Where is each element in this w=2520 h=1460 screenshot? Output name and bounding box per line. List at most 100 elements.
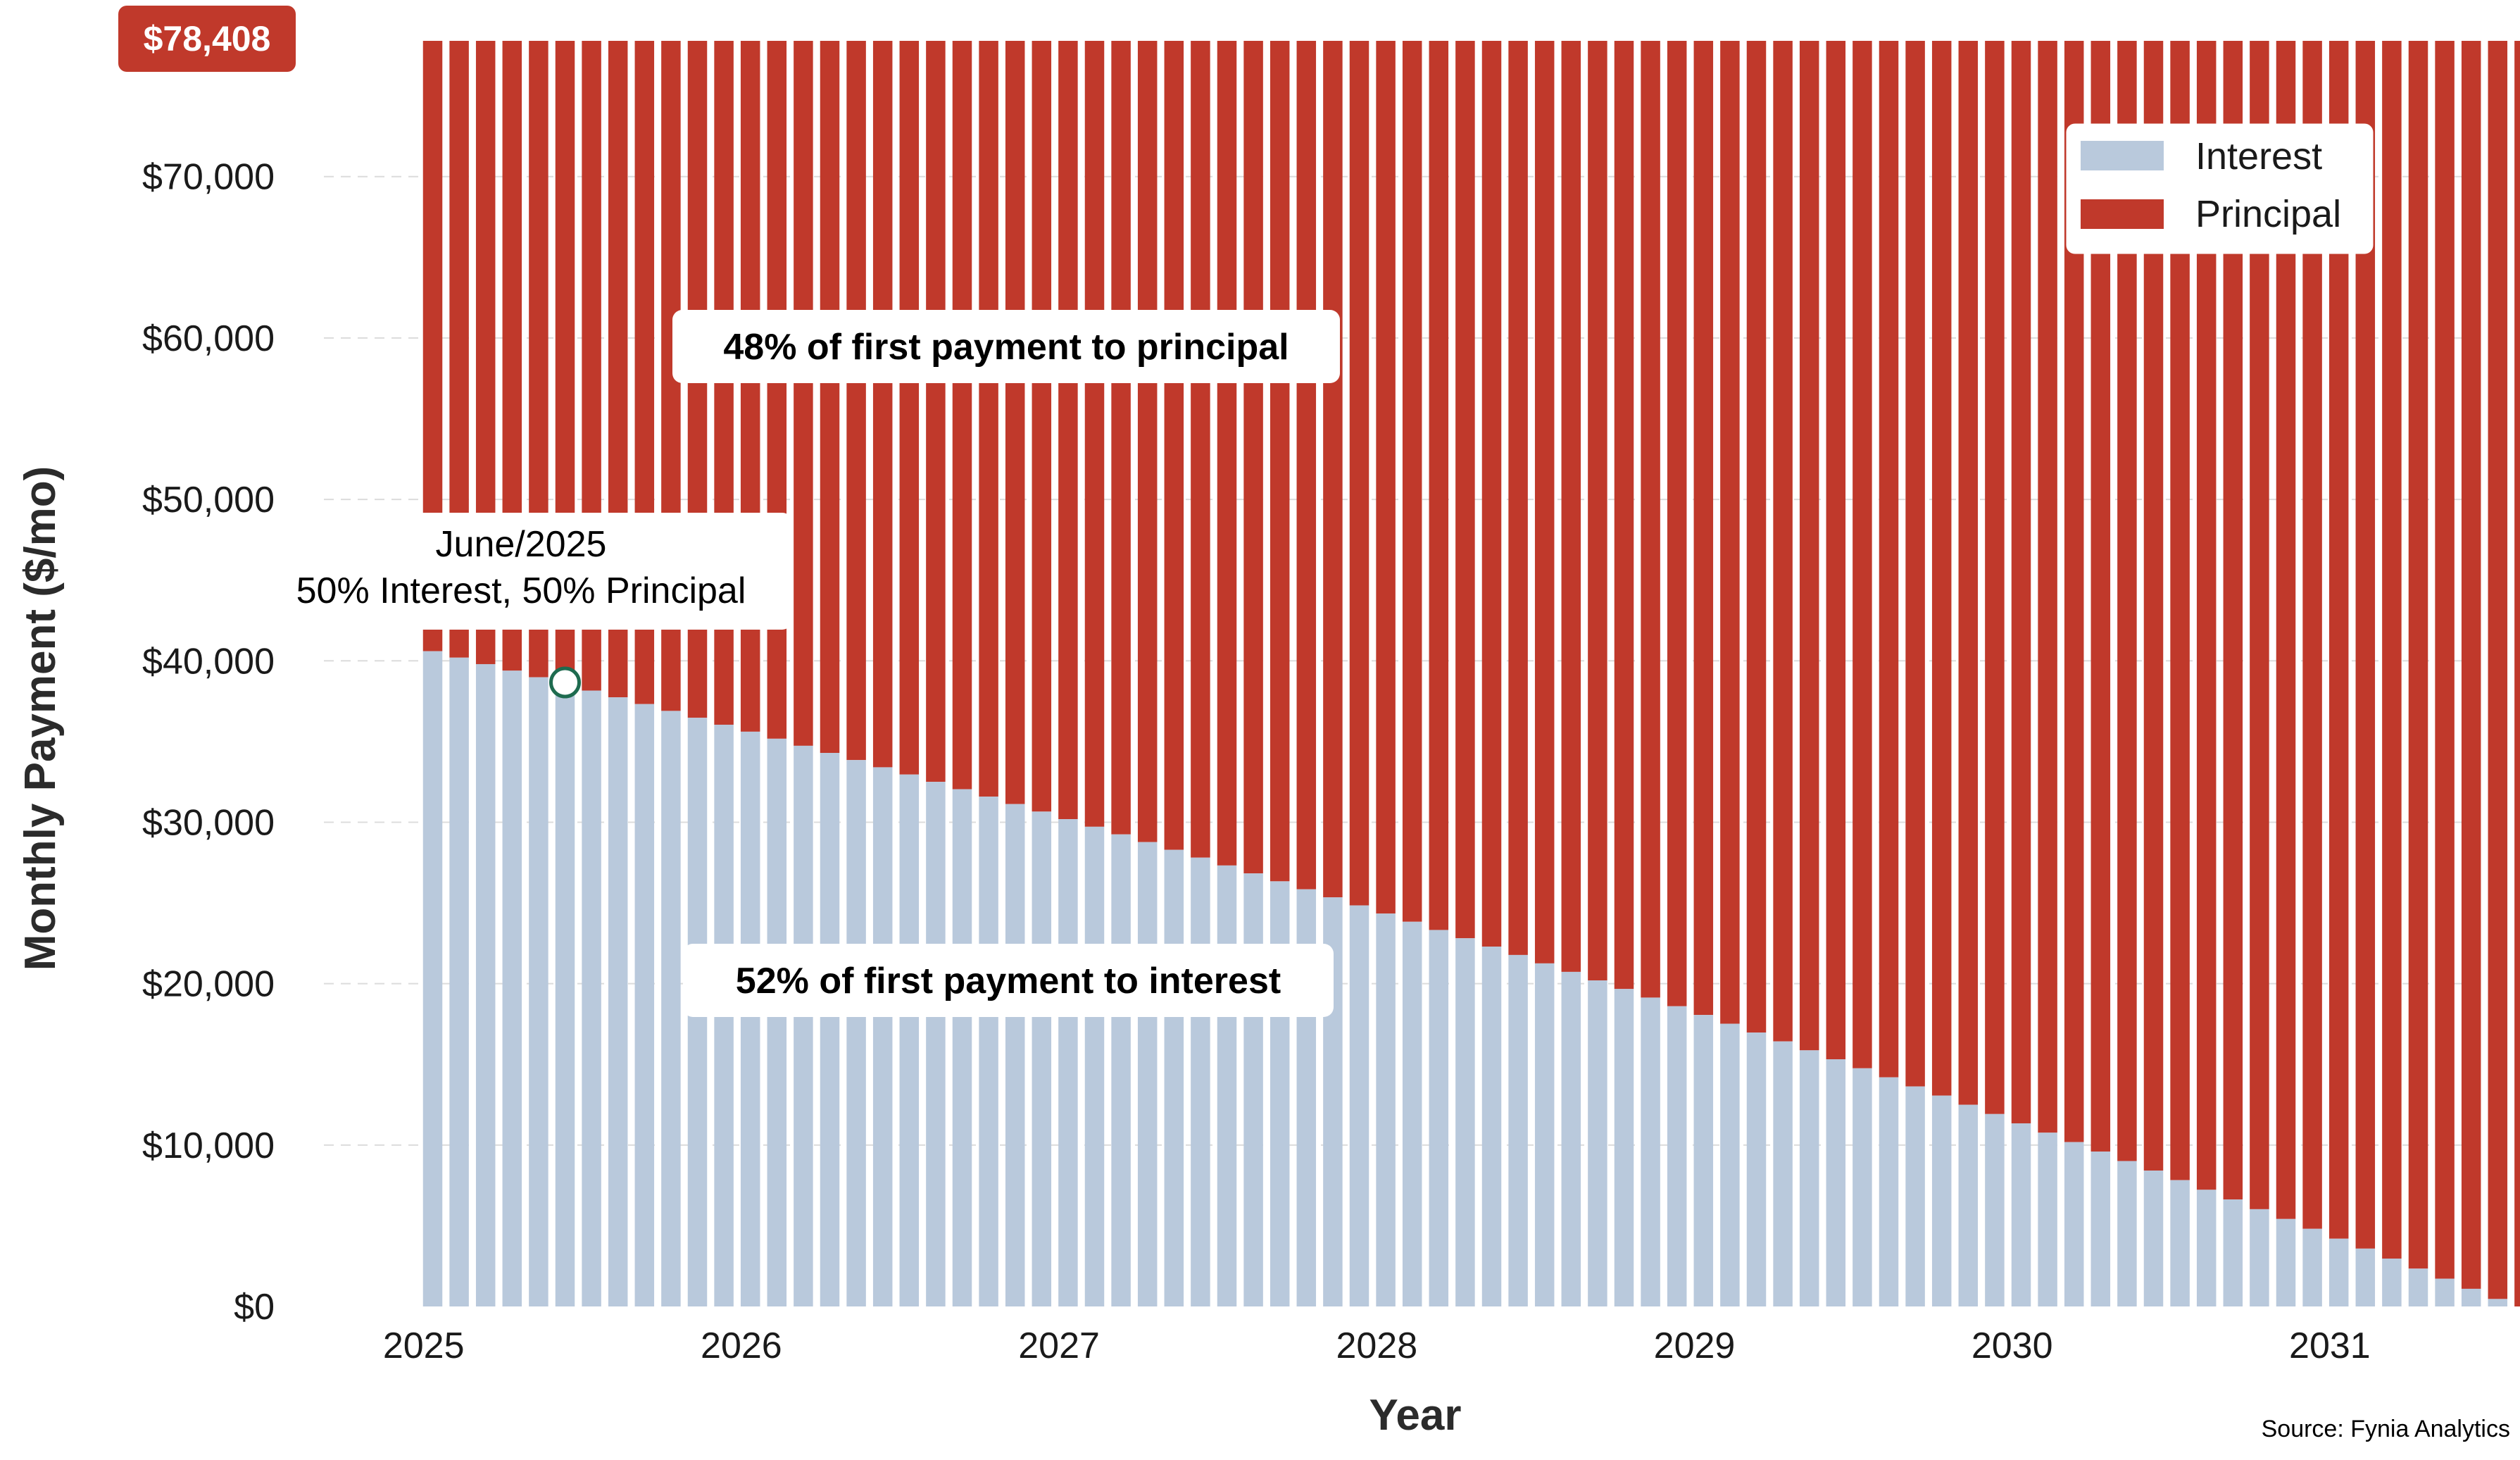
bar-principal — [1746, 41, 1767, 1033]
bar-interest — [2302, 1228, 2322, 1306]
bar-principal — [1005, 41, 1025, 804]
bar-principal — [1349, 41, 1369, 906]
legend-swatch-interest — [2081, 141, 2164, 170]
x-axis-ticks: 20252026202720282029203020312032 — [383, 1325, 2371, 1366]
bar-interest — [2223, 1199, 2243, 1306]
bar-principal — [1270, 41, 1290, 882]
bar-principal — [820, 41, 840, 754]
bar-interest — [608, 697, 628, 1306]
bar-principal — [1323, 41, 1343, 898]
bar-interest — [979, 797, 998, 1306]
bar-interest — [1217, 865, 1237, 1306]
bar-interest — [1349, 905, 1369, 1306]
bar-principal — [1508, 41, 1528, 955]
total-payment-badge: $78,408 — [118, 6, 296, 72]
bar-interest — [1376, 913, 1396, 1306]
bar-interest — [1720, 1023, 1740, 1306]
bar-principal — [1191, 41, 1210, 858]
bar-interest — [1084, 826, 1105, 1306]
legend-label-principal: Principal — [2195, 193, 2341, 235]
bar-principal — [1111, 41, 1131, 835]
bar-principal — [1905, 41, 1925, 1087]
y-tick-label: $40,000 — [142, 641, 275, 682]
bar-principal — [1164, 41, 1184, 850]
bar-interest — [2276, 1218, 2296, 1306]
crossover-marker — [549, 666, 581, 699]
bar-principal — [1137, 41, 1158, 842]
bar-interest — [1958, 1104, 1979, 1306]
bar-principal — [794, 41, 813, 746]
bar-principal — [1667, 41, 1687, 1006]
bar-principal — [1429, 41, 1449, 930]
bar-interest — [1773, 1041, 1793, 1306]
bar-interest — [1693, 1015, 1714, 1306]
bar-interest — [846, 760, 866, 1306]
bar-principal — [1641, 41, 1660, 998]
legend: Interest Principal — [2066, 123, 2374, 254]
bar-interest — [1799, 1050, 1819, 1306]
source-note: Source: Fynia Analytics — [2262, 1416, 2510, 1442]
bar-interest — [2090, 1152, 2111, 1306]
y-tick-label: $30,000 — [142, 802, 275, 843]
interest-annotation-text: 52% of first payment to interest — [736, 961, 1281, 1002]
bar-interest — [2064, 1142, 2084, 1306]
bar-interest — [1853, 1068, 1872, 1306]
interest-annotation: 52% of first payment to interest — [683, 944, 1334, 1017]
bar-principal — [926, 41, 946, 782]
bar-interest — [872, 767, 893, 1306]
bar-interest — [899, 774, 920, 1306]
bar-interest — [422, 651, 443, 1306]
bar-interest — [1931, 1095, 1952, 1306]
bar-interest — [634, 704, 655, 1306]
y-tick-label: $0 — [234, 1287, 275, 1328]
bar-principal — [1826, 41, 1846, 1060]
bar-principal — [2382, 41, 2402, 1259]
bar-principal — [979, 41, 998, 797]
bar-principal — [2038, 41, 2057, 1133]
bar-principal — [1799, 41, 1819, 1051]
bar-principal — [2435, 41, 2455, 1279]
legend-swatch-principal — [2081, 199, 2164, 229]
bar-interest — [529, 677, 548, 1306]
bar-interest — [1137, 842, 1158, 1306]
bar-interest — [1508, 954, 1528, 1306]
bar-interest — [1111, 834, 1131, 1306]
bar-interest — [582, 690, 601, 1306]
y-axis-title: Monthly Payment ($/mo) — [16, 466, 65, 971]
y-tick-label: $60,000 — [142, 318, 275, 359]
bar-principal — [1693, 41, 1714, 1016]
bar-interest — [2435, 1278, 2455, 1306]
bar-interest — [555, 684, 575, 1306]
bar-interest — [1191, 857, 1210, 1306]
bar-interest — [1032, 811, 1052, 1306]
bar-principal — [1217, 41, 1237, 866]
x-tick-label: 2029 — [1654, 1325, 1736, 1366]
bar-interest — [2170, 1180, 2190, 1306]
bar-principal — [846, 41, 866, 761]
bar-interest — [1588, 980, 1607, 1306]
bar-interest — [767, 738, 787, 1306]
bar-principal — [1243, 41, 1263, 874]
bar-interest — [2328, 1238, 2349, 1306]
total-payment-badge-bg — [118, 6, 296, 72]
bar-interest — [1429, 930, 1449, 1306]
x-axis-title: Year — [1369, 1391, 1461, 1440]
bar-principal — [1985, 41, 2005, 1114]
marker-callout-line2: 50% Interest, 50% Principal — [296, 570, 746, 611]
bar-interest — [1879, 1077, 1899, 1306]
bar-interest — [2408, 1268, 2428, 1306]
bar-principal — [1720, 41, 1740, 1024]
bar-interest — [926, 782, 946, 1306]
bar-interest — [1005, 804, 1025, 1306]
x-tick-label: 2026 — [701, 1325, 782, 1366]
bar-interest — [1614, 989, 1634, 1306]
bar-principal — [1879, 41, 1899, 1078]
bar-principal — [2461, 41, 2481, 1289]
bar-principal — [1931, 41, 1952, 1096]
bar-principal — [1614, 41, 1634, 990]
bar-interest — [2196, 1190, 2217, 1306]
bar-interest — [1402, 921, 1422, 1306]
bar-interest — [1243, 873, 1263, 1306]
bar-principal — [2488, 41, 2508, 1299]
bar-interest — [1534, 963, 1555, 1306]
